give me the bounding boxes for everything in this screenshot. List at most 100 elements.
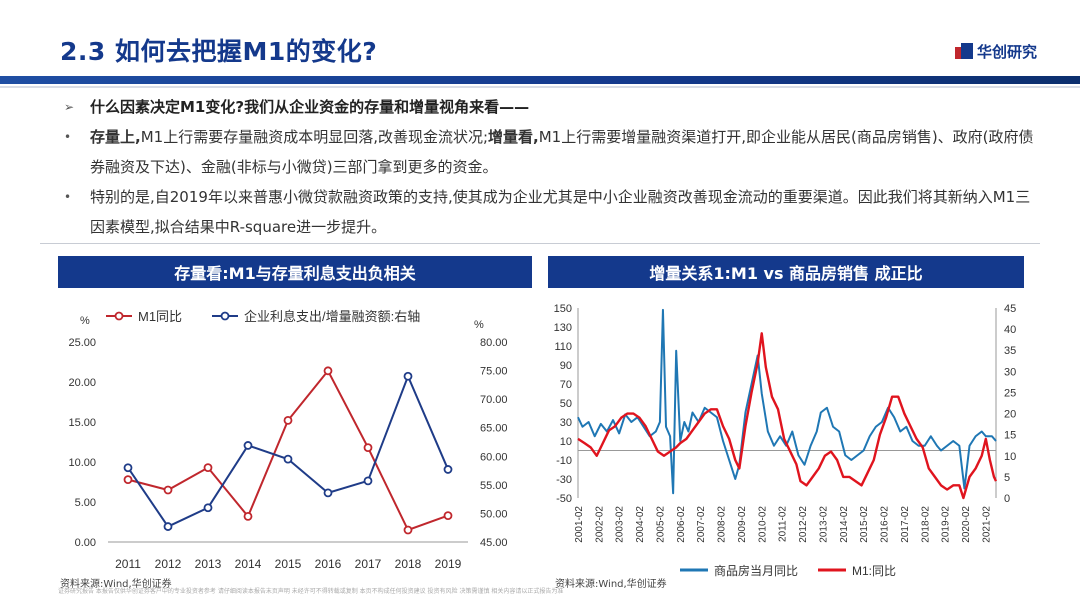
x-tick-label: 2005-02 xyxy=(655,506,666,543)
left-y-tick-label: -30 xyxy=(556,474,572,486)
x-tick-label: 2002-02 xyxy=(594,506,605,543)
right-y-tick-label: 10 xyxy=(1004,451,1016,463)
x-tick-label: 2020-02 xyxy=(961,506,972,543)
bullet-list: ➢ 什么因素决定M1变化?我们从企业资金的存量和增量视角来看—— • 存量上,M1上行… xyxy=(64,92,1044,242)
legend-label: 企业利息支出/增量融资额:右轴 xyxy=(244,309,420,324)
x-tick-label: 2004-02 xyxy=(635,506,646,543)
legend-marker xyxy=(220,311,230,321)
right-y-tick-label: 45.00 xyxy=(480,537,508,549)
right-y-tick-label: 70.00 xyxy=(480,394,508,406)
left-chart: 0.00 5.00 10.00 15.00 20.00 25.00 45.00 50.00 55… xyxy=(68,309,508,571)
data-point xyxy=(203,463,213,473)
left-y-tick-label: 20.00 xyxy=(68,377,96,389)
x-tick-label: 2018-02 xyxy=(920,506,931,543)
bullet-text: 特别的是,自2019年以来普惠小微贷款融资政策的支持,使其成为企业尤其是中小企业… xyxy=(90,188,1031,236)
right-y-tick-label: 60.00 xyxy=(480,451,508,463)
x-tick-label: 2013-02 xyxy=(818,506,829,543)
data-point xyxy=(363,476,373,486)
dot-bullet-icon: • xyxy=(64,130,72,144)
legend-marker xyxy=(114,311,124,321)
x-tick-label: 2010-02 xyxy=(757,506,768,543)
left-y-tick-label: -10 xyxy=(556,455,572,467)
left-y-tick-label: 5.00 xyxy=(75,497,96,509)
left-y-tick-label: 10.00 xyxy=(68,457,96,469)
footer-disclaimer: 证券研究报告 本报告仅供华创证券客户中的专业投资者参考 请仔细阅读本报告末页声明… xyxy=(58,588,564,595)
right-y-tick-label: 40 xyxy=(1004,324,1016,336)
x-tick-label: 2007-02 xyxy=(696,506,707,543)
left-y-tick-label: -50 xyxy=(556,493,572,505)
data-point xyxy=(243,511,253,521)
x-tick-label: 2003-02 xyxy=(615,506,626,543)
series-line-1 xyxy=(577,308,997,495)
right-y-tick-label: 45 xyxy=(1004,303,1016,315)
right-y-tick-label: 15 xyxy=(1004,430,1016,442)
data-point xyxy=(443,465,453,474)
bullet-text: 存量上, xyxy=(90,128,141,146)
right-y-tick-label: 25 xyxy=(1004,387,1016,399)
bullet-text: 增量看, xyxy=(488,128,539,146)
x-tick-label: 2008-02 xyxy=(717,506,728,543)
right-chart: -50 -30 -10 10 30 50 70 90 110 130 150 0 5 10 15 20 25 30… xyxy=(554,303,1017,578)
left-chart-source: 资料来源:Wind,华创证券 xyxy=(60,579,172,590)
legend-label: M1:同比 xyxy=(852,564,896,578)
bullet-item: • 特别的是,自2019年以来普惠小微贷款融资政策的支持,使其成为企业尤其是中小企… xyxy=(64,182,1044,242)
x-tick-label: 2016 xyxy=(315,557,342,571)
left-y-tick-label: 50 xyxy=(560,398,572,410)
section-divider xyxy=(40,243,1040,244)
data-point xyxy=(123,463,133,473)
bullet-item: • 存量上,M1上行需要存量融资成本明显回落,改善现金流状况;增量看,M1上行需要… xyxy=(64,122,1044,182)
data-point xyxy=(403,525,413,535)
bullet-text: M1上行需要增量融资渠道打开,即企业能从居民(商品房销售)、政府(政府债券融资及… xyxy=(90,128,1034,176)
right-y-tick-label: 50.00 xyxy=(480,508,508,520)
data-point xyxy=(283,454,293,464)
x-tick-label: 2019 xyxy=(435,557,462,571)
right-axis-unit: % xyxy=(474,319,484,331)
data-point xyxy=(163,485,173,495)
bullet-item: ➢ 什么因素决定M1变化?我们从企业资金的存量和增量视角来看—— xyxy=(64,92,1044,122)
left-y-tick-label: 150 xyxy=(554,303,572,315)
data-point xyxy=(243,441,253,450)
data-point xyxy=(323,366,333,376)
brand-logo-icon xyxy=(955,43,973,59)
right-y-tick-label: 30 xyxy=(1004,366,1016,378)
right-y-tick-label: 80.00 xyxy=(480,337,508,349)
header-rule xyxy=(0,86,1080,88)
bullet-text: 什么因素决定M1变化?我们从企业资金的存量和增量视角来看—— xyxy=(90,98,530,116)
x-tick-label: 2011 xyxy=(115,557,141,571)
x-tick-label: 2013 xyxy=(195,557,222,571)
right-y-tick-label: 65.00 xyxy=(480,423,508,435)
left-y-tick-label: 10 xyxy=(560,436,572,448)
data-point xyxy=(323,488,333,498)
right-y-tick-label: 35 xyxy=(1004,345,1016,357)
series-line-2 xyxy=(577,332,998,500)
legend-label: 商品房当月同比 xyxy=(714,563,798,578)
left-y-tick-label: 130 xyxy=(554,322,572,334)
data-point xyxy=(363,443,373,453)
x-tick-label: 2009-02 xyxy=(737,506,748,543)
left-y-tick-label: 110 xyxy=(554,341,572,353)
x-tick-label: 2017 xyxy=(355,557,382,571)
data-point xyxy=(163,522,173,531)
brand-logo-text: 华创研究 xyxy=(977,42,1038,61)
brand-logo: 华创研究 xyxy=(955,40,1037,62)
left-y-tick-label: 0.00 xyxy=(75,537,96,549)
x-tick-label: 2015 xyxy=(275,557,302,571)
x-tick-label: 2011-02 xyxy=(778,506,789,542)
page-title: 2.3 如何去把握M1的变化? xyxy=(60,37,378,66)
right-chart-banner: 增量关系1:M1 vs 商品房销售 成正比 xyxy=(548,256,1024,288)
header-bar xyxy=(0,76,1080,84)
left-axis-unit: % xyxy=(80,315,90,327)
left-y-tick-label: 25.00 xyxy=(68,337,96,349)
x-tick-label: 2016-02 xyxy=(880,506,891,543)
right-y-tick-label: 5 xyxy=(1004,472,1010,484)
right-chart-source: 资料来源:Wind,华创证券 xyxy=(555,579,667,590)
bullet-text: M1上行需要存量融资成本明显回落,改善现金流状况; xyxy=(140,128,489,146)
x-tick-label: 2019-02 xyxy=(941,506,952,543)
data-point xyxy=(443,511,453,521)
left-y-tick-label: 15.00 xyxy=(68,417,96,429)
right-y-tick-label: 75.00 xyxy=(480,366,508,378)
x-tick-label: 2014 xyxy=(235,557,262,571)
x-tick-label: 2017-02 xyxy=(900,506,911,543)
x-tick-label: 2006-02 xyxy=(676,506,687,543)
right-y-tick-label: 55.00 xyxy=(480,480,508,492)
